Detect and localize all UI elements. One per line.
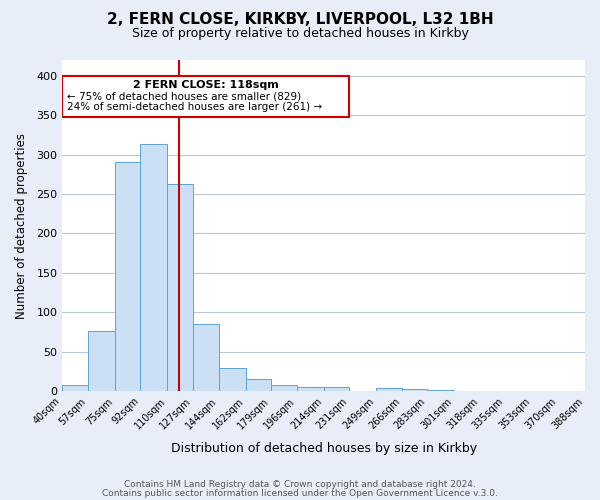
Text: ← 75% of detached houses are smaller (829): ← 75% of detached houses are smaller (82… bbox=[67, 92, 301, 102]
Text: 24% of semi-detached houses are larger (261) →: 24% of semi-detached houses are larger (… bbox=[67, 102, 322, 112]
Bar bbox=[296, 387, 323, 391]
Bar bbox=[115, 162, 140, 391]
Bar bbox=[402, 388, 427, 391]
Bar bbox=[140, 144, 167, 391]
X-axis label: Distribution of detached houses by size in Kirkby: Distribution of detached houses by size … bbox=[170, 442, 477, 455]
FancyBboxPatch shape bbox=[62, 76, 349, 117]
Text: Size of property relative to detached houses in Kirkby: Size of property relative to detached ho… bbox=[131, 28, 469, 40]
Bar bbox=[167, 184, 193, 391]
Bar bbox=[376, 388, 402, 391]
Text: Contains public sector information licensed under the Open Government Licence v.: Contains public sector information licen… bbox=[102, 488, 498, 498]
Bar bbox=[62, 385, 88, 391]
Text: 2 FERN CLOSE: 118sqm: 2 FERN CLOSE: 118sqm bbox=[133, 80, 278, 90]
Y-axis label: Number of detached properties: Number of detached properties bbox=[15, 132, 28, 318]
Bar bbox=[245, 380, 271, 391]
Bar bbox=[193, 324, 218, 391]
Bar bbox=[218, 368, 245, 391]
Bar bbox=[323, 387, 349, 391]
Bar bbox=[271, 385, 296, 391]
Text: 2, FERN CLOSE, KIRKBY, LIVERPOOL, L32 1BH: 2, FERN CLOSE, KIRKBY, LIVERPOOL, L32 1B… bbox=[107, 12, 493, 28]
Bar bbox=[427, 390, 454, 391]
Text: Contains HM Land Registry data © Crown copyright and database right 2024.: Contains HM Land Registry data © Crown c… bbox=[124, 480, 476, 489]
Bar bbox=[88, 331, 115, 391]
